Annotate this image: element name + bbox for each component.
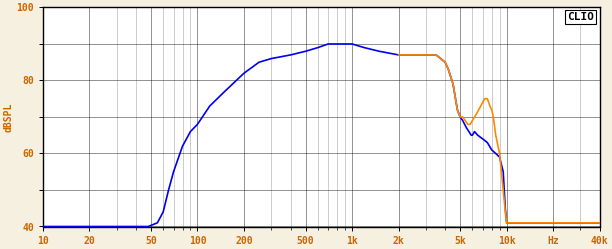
Y-axis label: dBSPL: dBSPL — [4, 102, 13, 132]
Text: CLIO: CLIO — [567, 12, 594, 22]
